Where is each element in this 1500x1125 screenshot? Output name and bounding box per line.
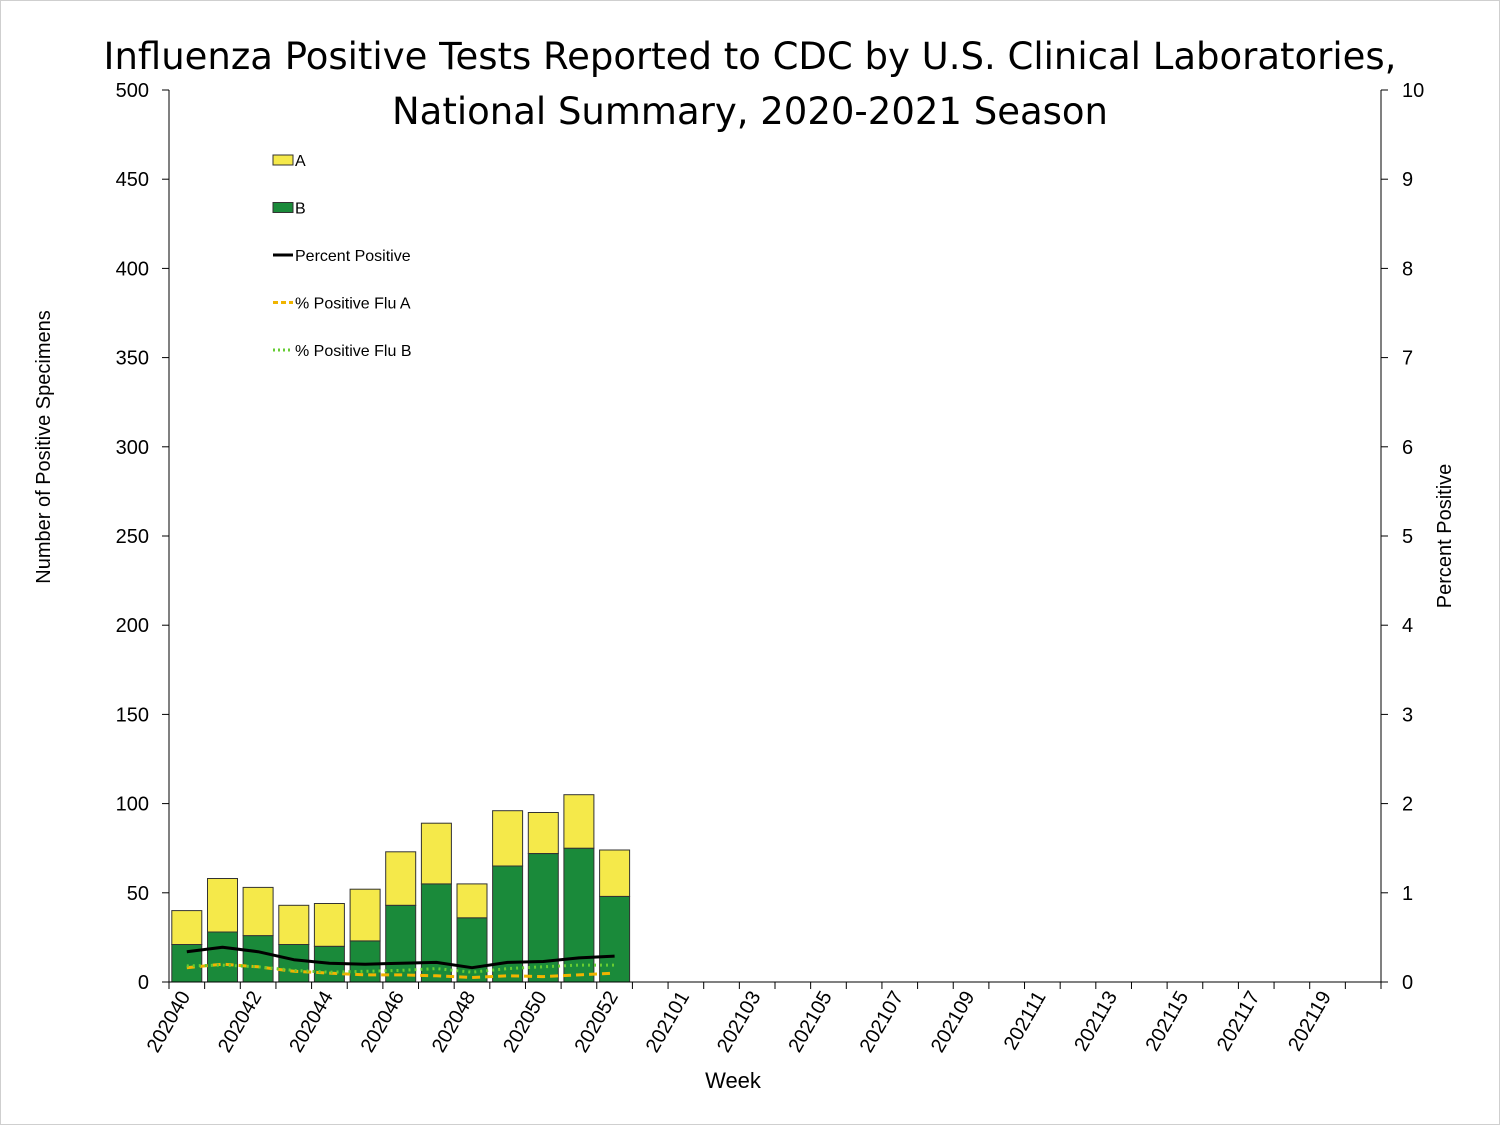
x-tick-label: 202046: [357, 988, 409, 1057]
legend-label: % Positive Flu A: [295, 296, 411, 313]
bar-a-202046: [385, 851, 417, 906]
left-tick-label: 500: [116, 80, 149, 102]
right-tick-label: 10: [1402, 80, 1424, 102]
series-line-percent-positive: [186, 945, 615, 970]
bar-b-202051: [563, 847, 595, 983]
x-tick-label: 202048: [428, 988, 480, 1057]
bar-b-202042: [242, 935, 274, 983]
bar-a-202048: [456, 883, 488, 919]
bar-b-202046: [385, 904, 417, 983]
bar-b-202052: [599, 895, 631, 983]
bar-a-202045: [349, 888, 381, 942]
x-tick-label: 202105: [784, 988, 836, 1057]
bars-layer: [171, 794, 631, 983]
x-tick-label: 202119: [1284, 988, 1336, 1056]
y-axis-left-label: Number of Positive Specimens: [33, 310, 55, 583]
x-tick-label: 202107: [856, 988, 908, 1057]
bar-b-202043: [278, 944, 310, 983]
x-tick-label: 202103: [713, 988, 765, 1057]
axes-layer: [168, 90, 1382, 983]
left-tick-label: 400: [116, 258, 149, 280]
legend-label: % Positive Flu B: [295, 343, 411, 360]
legend-label: Percent Positive: [295, 248, 411, 265]
right-tick-label: 1: [1402, 883, 1413, 905]
x-tick-label: 202040: [143, 988, 195, 1057]
chart-title-line-1: Influenza Positive Tests Reported to CDC…: [103, 35, 1397, 78]
right-tick-label: 6: [1402, 437, 1413, 459]
bar-a-202042: [242, 886, 274, 937]
left-tick-label: 300: [116, 437, 149, 459]
right-tick-label: 7: [1402, 348, 1413, 370]
x-tick-label: 202113: [1070, 988, 1122, 1056]
bar-a-202040: [171, 910, 203, 945]
bar-a-202049: [492, 810, 524, 867]
chart-title-line-2: National Summary, 2020-2021 Season: [392, 90, 1108, 133]
left-tick-label: 350: [116, 348, 149, 370]
left-tick-label: 150: [116, 704, 149, 726]
x-tick-label: 202050: [499, 988, 551, 1057]
x-tick-label: 202042: [214, 988, 266, 1057]
x-tick-label: 202115: [1142, 988, 1194, 1056]
x-tick-label: 202111: [1000, 988, 1051, 1054]
legend-swatch-b: [272, 202, 294, 213]
bar-a-202044: [313, 903, 345, 947]
x-tick-label: 202052: [570, 988, 622, 1057]
right-tick-label: 0: [1402, 972, 1413, 994]
left-tick-label: 450: [116, 169, 149, 191]
right-tick-label: 2: [1402, 794, 1413, 816]
bar-a-202051: [563, 794, 595, 849]
legend-label: A: [295, 153, 306, 170]
bar-a-202050: [527, 812, 559, 854]
bar-b-202048: [456, 917, 488, 983]
right-tick-label: 3: [1402, 704, 1413, 726]
right-tick-label: 4: [1402, 615, 1413, 637]
left-tick-label: 0: [138, 972, 149, 994]
x-tick-label: 202109: [927, 988, 979, 1057]
series-line--positive-flu-a: [186, 962, 615, 979]
right-tick-label: 9: [1402, 169, 1413, 191]
bar-a-202043: [278, 904, 310, 945]
lines-layer: [186, 945, 615, 979]
bar-a-202047: [420, 822, 452, 885]
x-tick-label: 202101: [642, 988, 694, 1057]
legend-swatch-a: [272, 154, 294, 166]
x-tick-label: 202044: [285, 988, 337, 1057]
bar-b-202041: [207, 931, 238, 983]
left-tick-label: 100: [116, 794, 149, 816]
left-tick-label: 250: [116, 526, 149, 548]
left-tick-label: 50: [127, 883, 149, 905]
left-tick-label: 200: [116, 615, 149, 637]
x-tick-label: 202117: [1213, 988, 1265, 1056]
ticks-layer: 0 50 100 150 200 250 300 350 400 450 500 0 1 2 3 4 5 6 7 8 9…: [116, 80, 1425, 1056]
y-axis-right-label: Percent Positive: [1434, 464, 1456, 609]
legend-label: B: [295, 201, 306, 218]
right-tick-label: 5: [1402, 526, 1413, 548]
bar-a-202041: [207, 878, 238, 933]
x-axis-label: Week: [705, 1068, 762, 1093]
bar-b-202047: [420, 883, 452, 983]
bar-a-202052: [599, 849, 631, 897]
legend: A B Percent Positive % Positive Flu A % Posi…: [272, 153, 411, 360]
right-tick-label: 8: [1402, 258, 1413, 280]
